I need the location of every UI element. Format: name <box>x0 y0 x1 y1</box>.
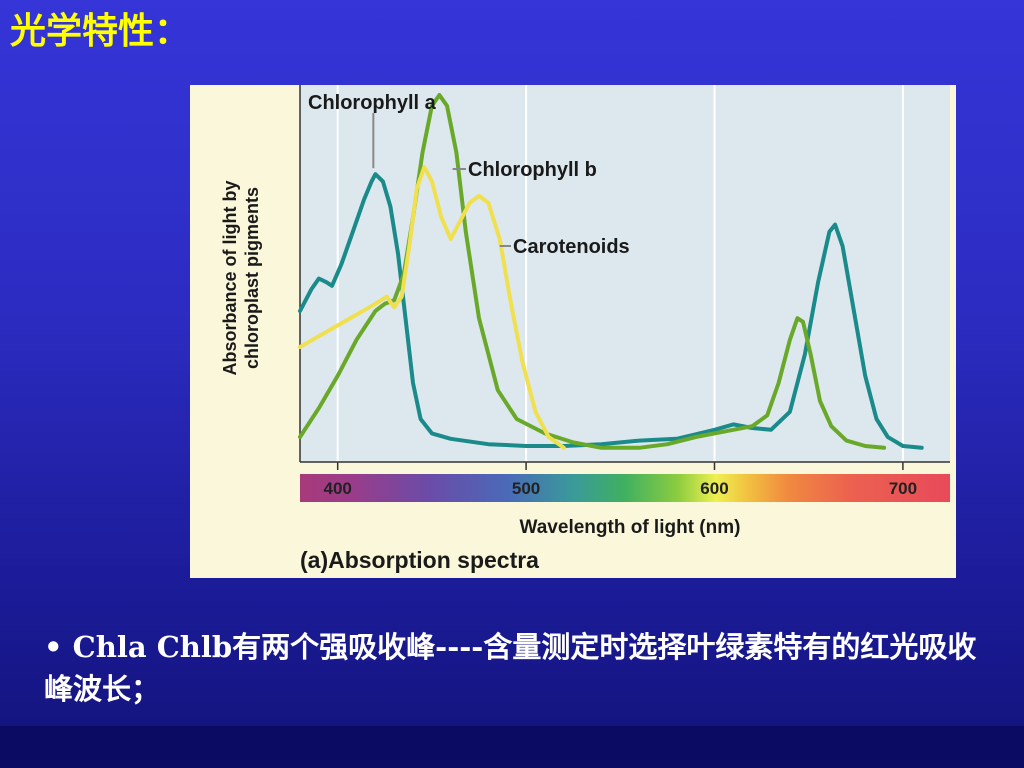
x-tick-label-700: 700 <box>889 479 917 498</box>
legend-label-chlorophyll-a: Chlorophyll a <box>308 92 437 114</box>
bullet-text: Chla Chlb有两个强吸收峰----含量测定时选择叶绿素特有的红光吸收峰波长… <box>44 630 977 706</box>
bullet-text-block: • Chla Chlb有两个强吸收峰----含量测定时选择叶绿素特有的红光吸收峰… <box>44 626 1004 710</box>
plot-area <box>300 85 950 462</box>
series-line-carotenoids <box>298 165 566 450</box>
y-axis-label-line2: chloroplast pigments <box>242 187 262 369</box>
panel-label: (a)Absorption spectra <box>300 547 539 573</box>
x-tick-label-400: 400 <box>323 479 351 498</box>
bottom-band <box>0 726 1024 768</box>
legend-label-chlorophyll-b: Chlorophyll b <box>468 159 597 181</box>
bullet-mark: • <box>44 630 63 664</box>
y-axis-label-line1: Absorbance of light by <box>220 180 240 375</box>
figure-panel: 400 500 600 700 Chlorophyll a Chlorophyll b C… <box>190 85 956 578</box>
x-tick-label-600: 600 <box>700 479 728 498</box>
visible-spectrum-bar <box>300 474 950 502</box>
series-line-chlorophyll-a <box>298 172 924 450</box>
slide-title: 光学特性： <box>10 10 191 52</box>
absorption-spectra-chart: 400 500 600 700 Chlorophyll a Chlorophyll b C… <box>190 85 956 578</box>
x-tick-label-500: 500 <box>512 479 540 498</box>
x-axis-label: Wavelength of light (nm) <box>520 517 741 538</box>
series-line-chlorophyll-b <box>298 93 887 450</box>
legend-label-carotenoids: Carotenoids <box>513 236 630 258</box>
